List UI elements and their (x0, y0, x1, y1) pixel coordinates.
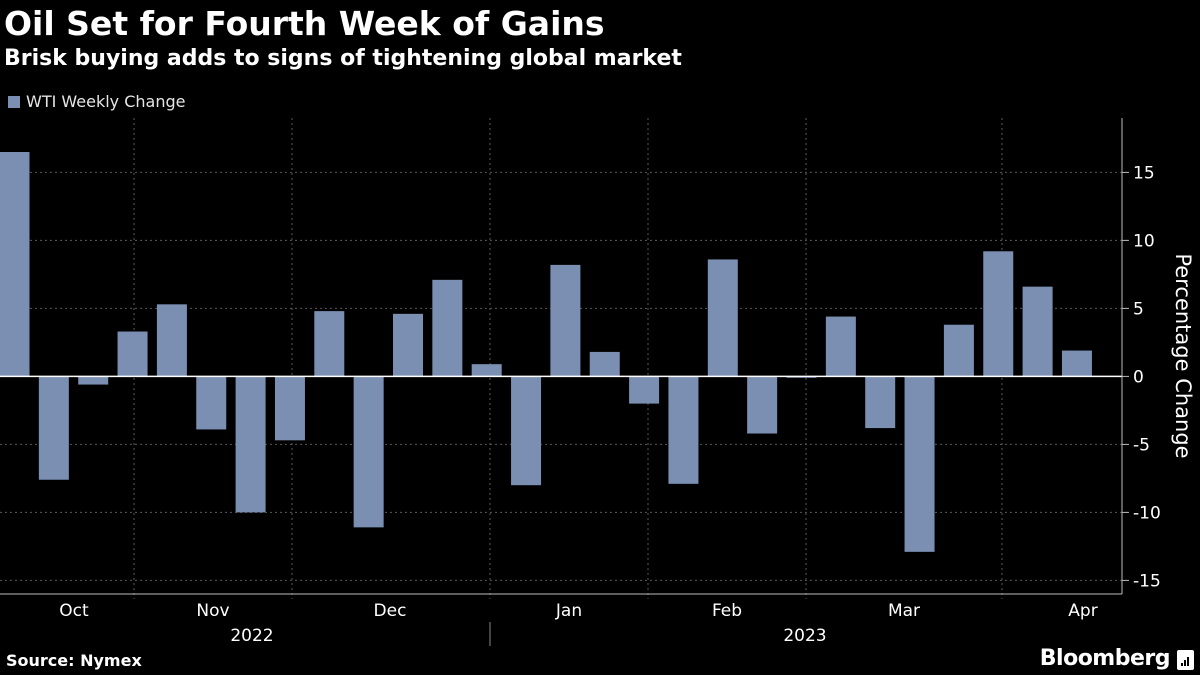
bar (471, 364, 502, 377)
bar (707, 259, 738, 377)
axis-layer: -15 -10 -5 0 5 10 15 Percentage Change Oct Nov Dec… (0, 118, 1195, 646)
x-month-label: Apr (1068, 601, 1097, 621)
y-tick-label: 10 (1133, 231, 1155, 251)
brand-logo: Bloomberg (1039, 646, 1171, 671)
legend: WTI Weekly Change (8, 92, 186, 111)
x-year-label: 2023 (783, 626, 826, 646)
bar (589, 351, 620, 377)
y-tick-label: -5 (1133, 435, 1150, 455)
bar (78, 376, 109, 385)
bar (865, 376, 896, 429)
bar (825, 316, 856, 377)
bar (511, 376, 542, 486)
chart-title: Oil Set for Fourth Week of Gains (4, 4, 605, 43)
bar (668, 376, 699, 484)
y-tick-label: -10 (1133, 503, 1161, 523)
bar (314, 311, 345, 377)
y-tick-label: 15 (1133, 163, 1155, 183)
bar (156, 304, 187, 377)
bar (235, 376, 266, 513)
x-month-label: Jan (555, 601, 582, 621)
bar (117, 331, 148, 377)
x-month-label: Oct (59, 601, 89, 621)
x-month-label: Mar (888, 601, 920, 621)
bar (38, 376, 69, 480)
x-month-label: Feb (712, 601, 742, 621)
x-year-label: 2022 (230, 626, 273, 646)
bar (432, 279, 463, 377)
bar (943, 324, 974, 377)
bar (904, 376, 935, 552)
bar (1061, 350, 1092, 377)
bar (747, 376, 778, 434)
bar (0, 152, 30, 377)
x-month-label: Dec (374, 601, 407, 621)
y-tick-label: 5 (1133, 299, 1144, 319)
y-axis-title: Percentage Change (1171, 253, 1195, 458)
legend-swatch (8, 95, 20, 108)
bar-layer (0, 152, 1092, 552)
source-note: Source: Nymex (6, 651, 142, 670)
chart-subtitle: Brisk buying adds to signs of tightening… (4, 46, 682, 71)
x-month-label: Nov (196, 601, 229, 621)
y-tick-label: 0 (1133, 367, 1144, 387)
bar (274, 376, 305, 441)
bloomberg-chart-icon (1177, 650, 1194, 670)
bar (550, 264, 581, 377)
bar (1022, 286, 1053, 377)
bar (393, 313, 423, 377)
legend-label: WTI Weekly Change (26, 92, 186, 111)
bar (353, 376, 384, 528)
bar (629, 376, 660, 404)
y-tick-label: -15 (1133, 571, 1161, 591)
bar (983, 251, 1014, 377)
bar (196, 376, 227, 430)
